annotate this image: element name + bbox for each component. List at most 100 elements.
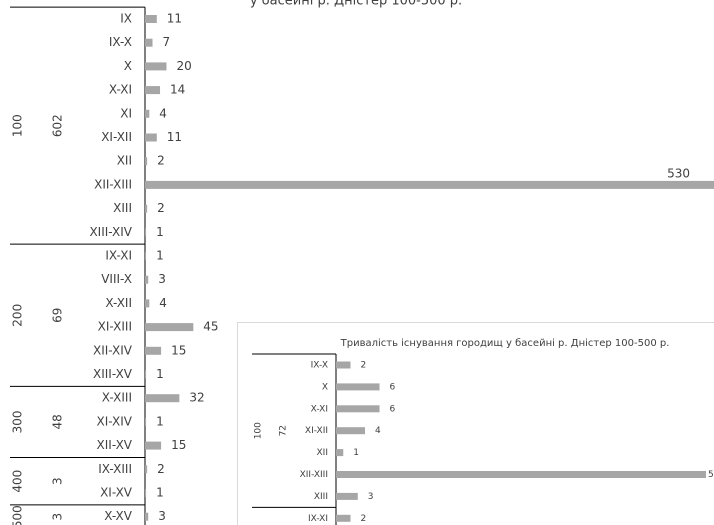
value-label: 1 <box>156 414 164 428</box>
value-label: 4 <box>159 296 167 310</box>
value-label: 1 <box>156 367 164 381</box>
value-label: 15 <box>171 438 186 452</box>
bar <box>145 15 157 23</box>
category-label: XI-XIII <box>98 320 132 334</box>
bar <box>145 204 148 213</box>
bar <box>145 489 147 497</box>
value-label: 4 <box>159 106 167 120</box>
group-count: 3 <box>51 477 65 485</box>
category-label: XI <box>120 106 132 120</box>
category-label: XI-XII <box>101 130 132 144</box>
value-label: 51 <box>708 470 714 480</box>
category-label: XII <box>317 448 328 458</box>
value-label: 11 <box>167 12 182 26</box>
bar <box>145 346 162 355</box>
group-label: 300 <box>11 410 25 433</box>
category-label: XII <box>117 154 132 168</box>
inset-title: Тривалість існування городищ у басейні р… <box>340 337 670 349</box>
value-label: 1 <box>156 249 164 263</box>
value-label: 32 <box>189 391 204 405</box>
category-label: IX-XI <box>105 249 132 263</box>
category-label: IX <box>120 12 132 26</box>
bar <box>145 133 157 142</box>
category-label: XIII-XIV <box>89 225 132 239</box>
bar <box>145 299 150 308</box>
value-label: 6 <box>390 404 396 414</box>
value-label: 14 <box>170 83 185 97</box>
bar <box>145 512 149 521</box>
bar <box>145 370 147 379</box>
bar <box>336 405 380 413</box>
bar <box>336 449 344 457</box>
group-count: 602 <box>51 114 65 137</box>
bar <box>145 109 150 118</box>
category-label: XI-XII <box>305 426 328 436</box>
category-label: XIII <box>314 492 328 502</box>
value-label: 2 <box>157 462 165 476</box>
group-label: 500 <box>11 505 25 525</box>
category-label: VIII-X <box>101 272 132 286</box>
value-label: 4 <box>375 426 381 436</box>
category-label: XIII-XV <box>93 367 133 381</box>
category-label: X <box>322 382 328 392</box>
category-label: X-XI <box>109 83 132 97</box>
category-label: XII-XIII <box>300 470 328 480</box>
bar <box>336 514 351 522</box>
bar <box>336 471 706 478</box>
group-count: 69 <box>51 308 65 323</box>
category-label: X-XI <box>311 404 328 414</box>
category-label: IX-XIII <box>98 462 132 476</box>
inset-frame <box>237 322 714 525</box>
value-label: 3 <box>158 272 166 286</box>
inset-chart: IX-X 2 X 6 X-XI 6 XI-XII 4 XII 1 XII-XIII 51 XIII 3 10… <box>252 353 714 525</box>
value-label: 2 <box>361 514 367 524</box>
bar <box>145 441 162 450</box>
bar <box>145 180 714 189</box>
bar <box>145 157 148 166</box>
category-label: X-XV <box>104 509 133 523</box>
value-label: 1 <box>353 448 359 458</box>
bar <box>145 86 161 95</box>
value-label: 15 <box>171 343 186 357</box>
group-count: 72 <box>279 425 289 436</box>
bar <box>145 62 167 71</box>
bar <box>336 361 351 369</box>
value-label: 2 <box>157 154 165 168</box>
group-label: 200 <box>11 304 25 327</box>
value-label: 7 <box>163 35 171 49</box>
bar <box>336 383 380 391</box>
bar <box>145 394 180 403</box>
category-label: XIII <box>113 201 132 215</box>
value-label: 2 <box>361 361 367 371</box>
bar <box>145 252 147 260</box>
group-label: 100 <box>11 114 25 137</box>
category-label: X <box>124 59 132 73</box>
bar <box>336 427 366 435</box>
value-label: 1 <box>156 225 164 239</box>
category-label: XII-XIV <box>93 343 133 357</box>
bar <box>145 417 147 426</box>
category-label: IX-X <box>109 35 132 49</box>
category-label: X-XIII <box>102 391 132 405</box>
category-label: X-XII <box>105 296 132 310</box>
category-label: XII-XV <box>97 438 133 452</box>
value-label: 6 <box>390 382 396 392</box>
category-label: XI-XIV <box>97 414 133 428</box>
category-label: XI-XV <box>100 486 133 500</box>
group-count: 48 <box>51 414 65 429</box>
value-label: 1 <box>156 486 164 500</box>
category-label: IX-X <box>311 361 328 371</box>
group-count: 3 <box>51 513 65 521</box>
bar <box>145 228 147 237</box>
bar <box>145 323 194 332</box>
group-label: 400 <box>11 470 25 493</box>
bar <box>145 275 149 284</box>
value-label: 530 <box>667 166 690 180</box>
value-label: 3 <box>368 492 374 502</box>
value-label: 20 <box>176 59 191 73</box>
bar <box>145 38 153 47</box>
value-label: 45 <box>203 320 218 334</box>
value-label: 2 <box>157 201 165 215</box>
